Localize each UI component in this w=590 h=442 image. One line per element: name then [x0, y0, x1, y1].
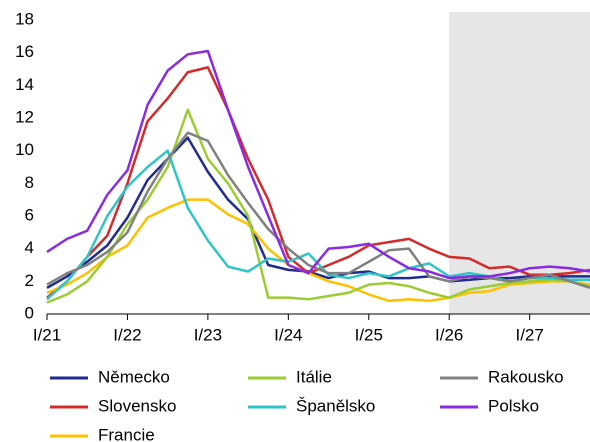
- legend-label: Itálie: [296, 367, 332, 386]
- y-tick-label: 4: [25, 238, 34, 257]
- legend-label: Polsko: [488, 396, 539, 415]
- y-tick-label: 0: [25, 303, 34, 322]
- series-line: [46, 131, 590, 290]
- x-tick-label: I/23: [194, 325, 222, 344]
- legend-label: Rakousko: [488, 367, 564, 386]
- x-tick-label: I/26: [435, 325, 463, 344]
- y-tick-label: 6: [25, 205, 34, 224]
- y-tick-label: 8: [25, 173, 34, 192]
- y-tick-label: 12: [15, 107, 34, 126]
- legend-label: Slovensko: [98, 396, 176, 415]
- y-tick-label: 10: [15, 140, 34, 159]
- legend-label: Španělsko: [296, 396, 375, 415]
- x-tick-label: I/25: [355, 325, 383, 344]
- y-tick-label: 14: [15, 75, 34, 94]
- legend-label: Francie: [98, 425, 155, 442]
- x-tick-label: I/24: [274, 325, 302, 344]
- x-tick-label: I/27: [515, 325, 543, 344]
- x-tick-label: I/21: [33, 325, 61, 344]
- y-tick-label: 18: [15, 9, 34, 28]
- y-tick-label: 16: [15, 42, 34, 61]
- x-tick-label: I/22: [113, 325, 141, 344]
- series-line: [46, 49, 590, 280]
- series-line: [46, 198, 590, 303]
- forecast-shade: [449, 12, 590, 314]
- legend-label: Německo: [98, 367, 170, 386]
- y-tick-label: 2: [25, 271, 34, 290]
